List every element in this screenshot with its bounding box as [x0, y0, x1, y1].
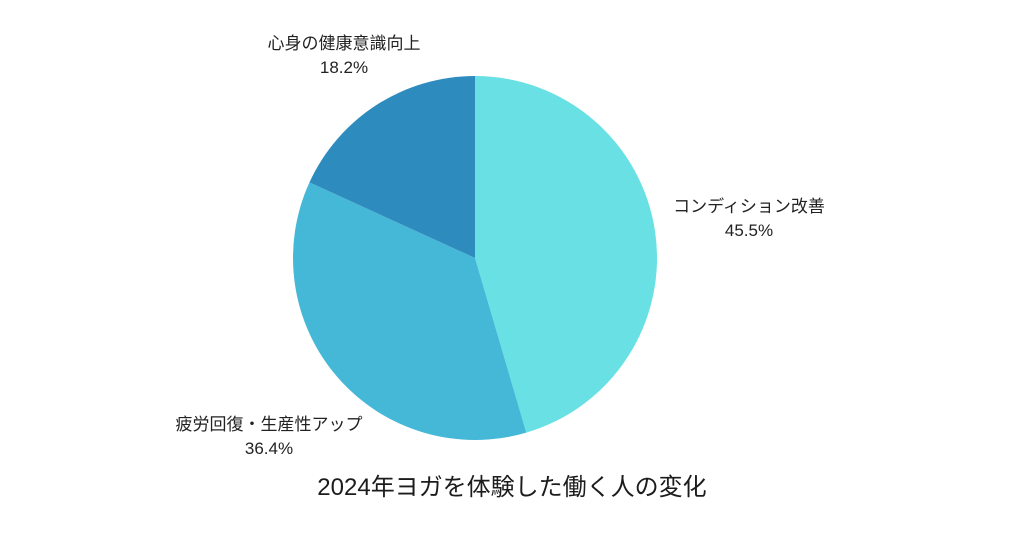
slice-label-condition-text: コンディション改善 [673, 197, 825, 216]
slice-label-mind-text: 心身の健康意識向上 [267, 34, 421, 53]
pie-slice-0 [475, 76, 658, 433]
chart-title: 2024年ヨガを体験した働く人の変化 [317, 474, 707, 501]
slice-label-mind: 心身の健康意識向上 18.2% [268, 32, 421, 80]
pie-slice-2 [309, 75, 475, 258]
slice-label-fatigue-text: 疲労回復・生産性アップ [175, 415, 363, 434]
slice-label-condition: コンディション改善 45.5% [673, 195, 825, 243]
slice-label-condition-pct: 45.5% [724, 221, 774, 240]
slice-label-fatigue-pct: 36.4% [244, 439, 294, 458]
pie-slice-1 [292, 182, 527, 441]
slice-label-fatigue: 疲労回復・生産性アップ 36.4% [176, 413, 363, 461]
slice-label-mind-pct: 18.2% [319, 58, 369, 77]
